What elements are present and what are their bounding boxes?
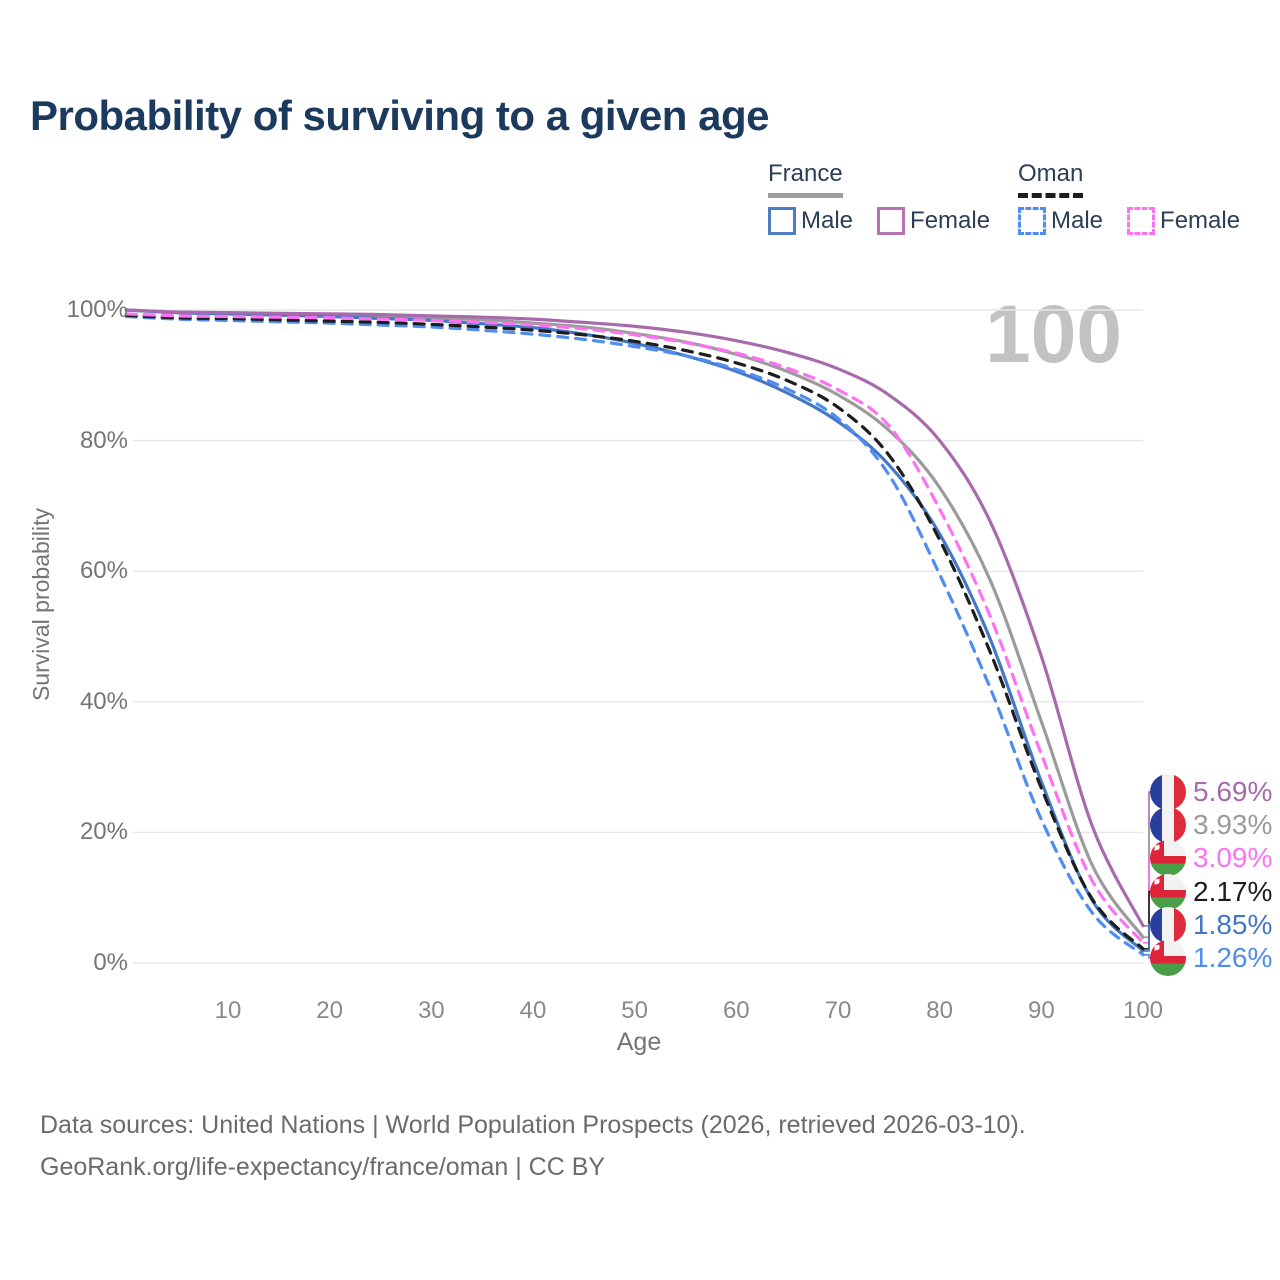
- legend-item-label: Male: [801, 207, 854, 234]
- legend-item-label: Male: [1051, 207, 1104, 234]
- end-label-value: 2.17%: [1193, 875, 1273, 907]
- x-tick-label: 60: [722, 997, 750, 1024]
- x-tick-label: 100: [1122, 997, 1164, 1024]
- series-line-france-male[interactable]: [124, 308, 1145, 953]
- oman-flag-icon: [1150, 873, 1186, 910]
- end-label-value: 1.26%: [1193, 942, 1273, 973]
- x-tick-label: 30: [417, 997, 445, 1024]
- y-tick-label: 60%: [79, 557, 128, 585]
- end-label-value: 3.09%: [1193, 842, 1273, 874]
- page-title: Probability of surviving to a given age: [30, 92, 769, 139]
- series-line-oman-male[interactable]: [124, 314, 1145, 957]
- end-label-value: 3.93%: [1193, 809, 1273, 841]
- footer: Data sources: United Nations | World Pop…: [40, 1104, 1190, 1188]
- legend-item-france-female[interactable]: Female: [877, 207, 990, 235]
- end-label-row-france-male: 1.85%: [1150, 906, 1273, 943]
- end-label-row-france: 3.93%: [1150, 807, 1273, 844]
- y-tick-label: 80%: [79, 426, 128, 454]
- end-label-row-oman-male: 1.26%: [1150, 940, 1272, 976]
- legend-country-label-oman[interactable]: Oman: [1018, 160, 1084, 198]
- legend-swatch-icon: [768, 207, 796, 235]
- series-line-france-female[interactable]: [124, 308, 1145, 928]
- y-tick-label: 100%: [66, 296, 128, 323]
- age-watermark: 100: [985, 289, 1122, 380]
- end-label-value: 5.69%: [1193, 776, 1273, 807]
- x-tick-label: 40: [519, 997, 547, 1024]
- legend-swatch-icon: [1127, 207, 1156, 235]
- france-flag-icon: [1150, 906, 1186, 943]
- end-label-value: 1.85%: [1193, 908, 1273, 940]
- end-label-row-france-female: 5.69%: [1150, 774, 1272, 810]
- end-label-row-oman-female: 3.09%: [1150, 840, 1273, 877]
- x-tick-label: 50: [621, 997, 648, 1024]
- legend-item-oman-male[interactable]: Male: [1018, 207, 1103, 235]
- x-tick-label: 70: [824, 997, 852, 1024]
- x-tick-label: 80: [926, 997, 953, 1024]
- y-tick-label: 20%: [79, 818, 128, 846]
- x-tick-label: 20: [316, 997, 343, 1024]
- france-flag-icon: [1150, 807, 1186, 844]
- legend-item-oman-female[interactable]: Female: [1127, 207, 1240, 235]
- y-tick-label: 0%: [93, 949, 128, 976]
- series-line-oman[interactable]: [124, 313, 1145, 951]
- legend-item-france-male[interactable]: Male: [768, 207, 853, 235]
- series-line-france[interactable]: [124, 308, 1145, 939]
- y-tick-label: 40%: [79, 687, 128, 715]
- x-tick-label: 10: [214, 997, 242, 1024]
- legend-swatch-icon: [1018, 207, 1046, 235]
- legend-item-label: Female: [910, 207, 991, 234]
- legend-group-oman: Oman Male Female: [1018, 160, 1240, 235]
- france-flag-icon: [1150, 774, 1186, 810]
- series-line-oman-female[interactable]: [124, 312, 1145, 945]
- footer-sources: Data sources: United Nations | World Pop…: [40, 1111, 1026, 1139]
- legend-group-france: France Male Female: [768, 160, 990, 235]
- x-axis-title: Age: [616, 1028, 662, 1056]
- footer-attribution: GeoRank.org/life-expectancy/france/oman …: [40, 1153, 606, 1181]
- legend: France Male Female Oman Male Female: [0, 160, 1280, 245]
- x-tick-label: 90: [1027, 997, 1055, 1024]
- legend-country-label-france[interactable]: France: [768, 160, 843, 198]
- end-label-row-oman: 2.17%: [1150, 873, 1273, 910]
- legend-item-label: Female: [1160, 207, 1241, 234]
- oman-flag-icon: [1150, 940, 1186, 976]
- oman-flag-icon: [1150, 840, 1186, 877]
- legend-swatch-icon: [877, 207, 906, 235]
